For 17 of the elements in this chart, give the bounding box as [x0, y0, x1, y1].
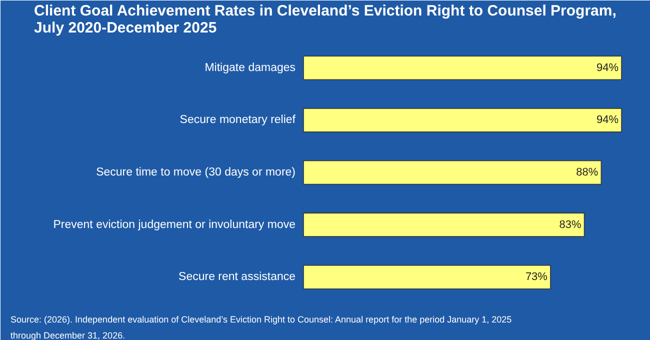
y-tick-label: Mitigate damages [204, 62, 296, 74]
y-tick-label: Secure rent assistance [178, 271, 296, 284]
source-note: Source: (2026). Independent evaluation of Cleveland’s Eviction Right to Counsel: Annual report for the period January 1, 2025 through December 31, 2026. [10, 314, 512, 340]
data-label: 83% [559, 218, 582, 231]
data-label: 73% [525, 271, 548, 284]
bar [303, 212, 585, 237]
data-label: 94% [596, 114, 619, 126]
chart-title: Client Goal Achievement Rates in Cleveland’s Eviction Right to Counsel Program, July 2020-December 2025 [34, 2, 616, 36]
bar [303, 108, 622, 132]
y-tick-label: Secure monetary relief [180, 114, 296, 126]
y-tick-label: Prevent eviction judgement or involuntary move [53, 218, 296, 231]
bar [303, 264, 551, 290]
bar [303, 56, 622, 80]
y-tick-label: Secure time to move (30 days or more) [96, 166, 296, 178]
data-label: 94% [596, 62, 619, 74]
data-label: 88% [576, 166, 598, 178]
bar [303, 160, 602, 185]
